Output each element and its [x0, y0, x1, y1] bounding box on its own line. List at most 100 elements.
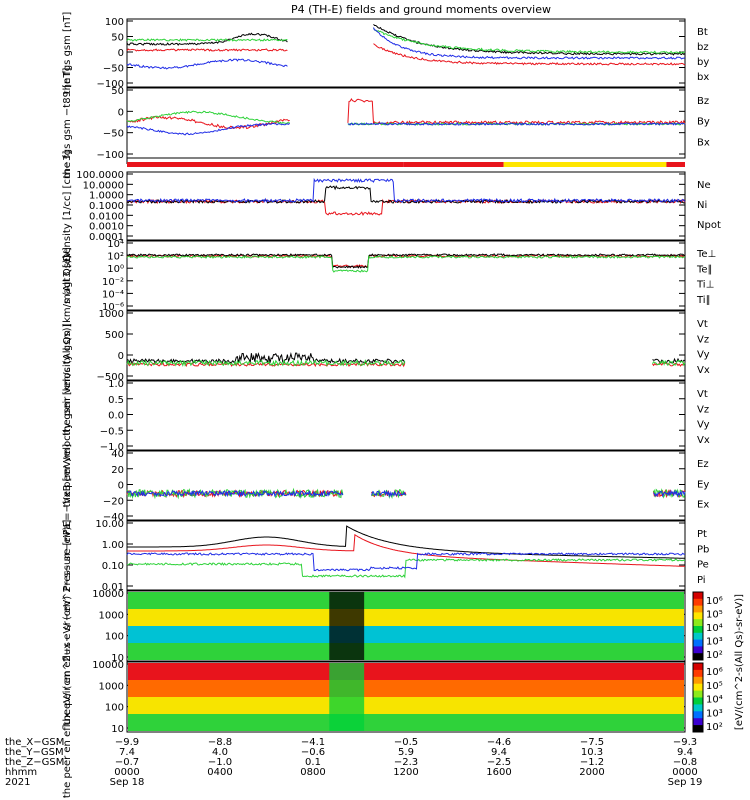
legend-Pe: Pe [697, 560, 709, 571]
y-tick-label: 0 [118, 107, 124, 118]
colorbar-tick-label: 10² [706, 722, 723, 733]
colorbar-tick-label: 10⁵ [706, 681, 723, 692]
series-Pe [126, 558, 686, 579]
colorbar-cell [693, 612, 703, 620]
spectrogram-band [128, 592, 684, 609]
y-axis-label: magt3 [eV] [62, 247, 73, 304]
x-row-value: 1600 [486, 767, 511, 778]
x-row-value: 7.4 [119, 747, 135, 758]
x-row-value: −4.6 [487, 737, 511, 748]
x-row-value: 2000 [579, 767, 604, 778]
colorbar-cell [693, 592, 703, 600]
y-tick-label: −0.5 [100, 426, 124, 437]
panel-3: 100.000010.00001.00000.10000.01000.00100… [62, 151, 721, 262]
panel-frame [126, 240, 686, 311]
legend-Pb: Pb [697, 544, 709, 555]
colorbar-tick-label: 10⁶ [706, 667, 723, 678]
x-row-value: 0000 [672, 767, 697, 778]
series-Pt [127, 525, 685, 559]
panel-1: 100 50 0 −50 −100 the fgs gsm [nT] Bt bz by bx [62, 12, 709, 95]
x-row-value: −2.3 [394, 757, 418, 768]
colorbar-cell [693, 598, 703, 607]
x-row-value: −1.0 [208, 757, 232, 768]
spectrogram-band [128, 663, 684, 680]
legend-Vx: Vx [697, 435, 710, 446]
x-row-value: −0.8 [673, 757, 697, 768]
colorbar-cell [693, 639, 703, 647]
x-row-value: 0800 [300, 767, 325, 778]
x-row-value: 9.4 [677, 747, 693, 758]
x-row-label: the_Z−GSM [5, 757, 64, 768]
panel-frame [126, 380, 686, 451]
colorbar-cell [693, 605, 703, 613]
y-tick-label: −50 [103, 129, 124, 140]
legend-Ex: Ex [697, 500, 709, 511]
colorbar-cell [693, 683, 703, 692]
y-tick-label: 1000 [99, 681, 124, 692]
spectrogram-gap [329, 663, 365, 731]
panel-2: 50 0 −50 −100 the fgs gsm −t89 [nT] Bz By Bx [62, 68, 710, 179]
x-row-value: −0.6 [301, 747, 325, 758]
y-tick-label: 1000 [99, 610, 124, 621]
y-tick-label: 0.5 [108, 395, 124, 406]
legend-Ez: Ez [697, 459, 709, 470]
y-tick-label: 10000 [92, 660, 124, 671]
x-row-label: the_Y−GSM [5, 747, 64, 758]
panel-frame [126, 661, 686, 733]
x-row-value: 0.1 [305, 757, 321, 768]
y-tick-label: 0.0001 [89, 232, 124, 243]
y-tick-label: −100 [97, 79, 124, 90]
x-row-value: −2.5 [487, 757, 511, 768]
series-Npot [126, 177, 686, 204]
colorbar-tick-label: 10⁴ [706, 695, 723, 706]
y-tick-label: 0.1000 [89, 201, 124, 212]
colorbar-tick-label: 10⁵ [706, 610, 723, 621]
x-row-value: −7.5 [580, 737, 604, 748]
y-tick-label: 1.00 [102, 540, 124, 551]
spectrogram-band [128, 626, 684, 643]
x-row-value: 10.3 [581, 747, 603, 758]
x-row-label: hhmm [5, 767, 37, 778]
y-tick-label: 10000 [92, 589, 124, 600]
y-tick-label: 10 [111, 724, 124, 735]
legend-Te⊥: Te⊥ [696, 249, 716, 260]
x-row-value: −9.3 [673, 737, 697, 748]
y-tick-label: 10⁻² [102, 277, 124, 288]
y-tick-label: 40 [111, 449, 124, 460]
legend-Pt: Pt [697, 529, 707, 540]
x-row-value: 1200 [393, 767, 418, 778]
legend-Ti∥: Ti∥ [696, 295, 711, 306]
panel-9: 10000 1000 100 10 the peir en eflux eV/ (cm^… [62, 526, 686, 725]
y-tick-label: −1.0 [100, 442, 124, 453]
colorbar-tick-label: 10⁴ [706, 623, 723, 634]
panel-frame [126, 590, 686, 662]
colorbar-cell [693, 653, 703, 661]
y-tick-label: 50 [111, 33, 124, 44]
colorbar-cell [693, 704, 703, 712]
legend-Ey: Ey [697, 479, 709, 490]
series-Pi [126, 552, 686, 572]
series-bz [126, 43, 686, 66]
y-tick-label: 10.0000 [83, 180, 124, 191]
legend-Ti⊥: Ti⊥ [696, 280, 714, 291]
y-tick-label: 1.0000 [89, 191, 124, 202]
legend-Npot: Npot [697, 220, 721, 231]
y-tick-label: 10⁴ [107, 239, 124, 250]
y-tick-label: 1.0 [108, 379, 124, 390]
colorbar-cell [693, 711, 703, 719]
y-tick-label: 0.0 [108, 411, 124, 422]
y-tick-label: 10 [111, 653, 124, 664]
legend-Ni: Ni [697, 200, 707, 211]
y-tick-label: 0.10 [102, 561, 124, 572]
colorbar-cell [693, 718, 703, 726]
x-row-label: the_X−GSM [5, 737, 64, 748]
panel-8: 10.00 1.00 0.10 0.01 Pressure [nPa] Pt Pb Pe Pi [62, 519, 709, 596]
y-tick-label: 0.0100 [89, 211, 124, 222]
legend-Vt: Vt [697, 389, 708, 400]
series-bx [126, 27, 686, 70]
y-tick-label: 50 [111, 86, 124, 97]
y-tick-label: 10⁻⁶ [102, 302, 124, 313]
legend-Vt: Vt [697, 319, 708, 330]
